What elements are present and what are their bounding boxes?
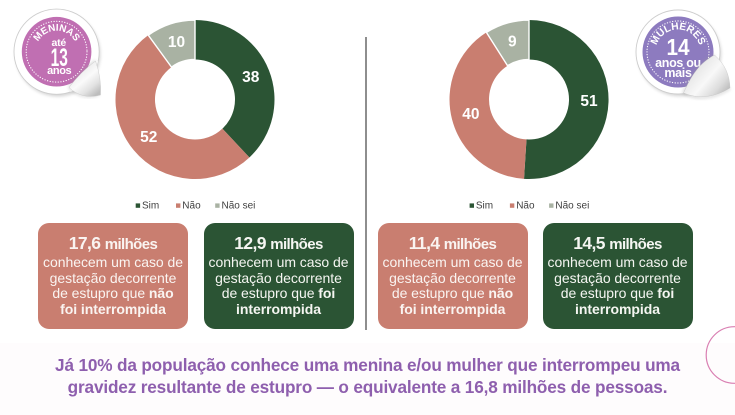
svg-text:10: 10	[168, 34, 185, 51]
svg-text:38: 38	[242, 69, 260, 86]
svg-text:40: 40	[462, 106, 479, 123]
svg-text:mais: mais	[664, 66, 692, 80]
svg-text:13: 13	[51, 44, 68, 72]
svg-text:Não sei: Não sei	[222, 200, 256, 211]
svg-text:9: 9	[508, 33, 517, 50]
svg-text:Sim: Sim	[142, 200, 159, 211]
svg-text:52: 52	[140, 129, 157, 146]
svg-text:14: 14	[666, 34, 690, 60]
svg-text:Não: Não	[516, 200, 535, 211]
svg-text:Não: Não	[182, 200, 201, 211]
svg-text:anos: anos	[47, 65, 71, 77]
svg-text:até: até	[52, 37, 67, 49]
svg-text:Não sei: Não sei	[555, 200, 589, 211]
svg-text:51: 51	[580, 93, 598, 110]
svg-text:Sim: Sim	[476, 200, 493, 211]
svg-text:anos ou: anos ou	[655, 56, 701, 70]
